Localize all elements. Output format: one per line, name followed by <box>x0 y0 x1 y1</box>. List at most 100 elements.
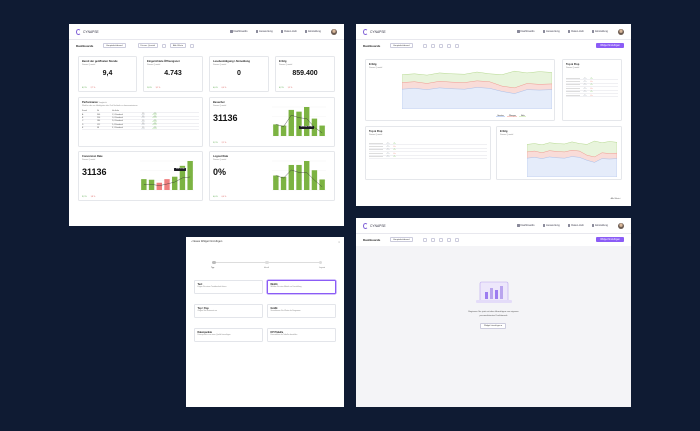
dashboard-select[interactable]: Hauptdashboard <box>390 236 413 243</box>
step-dot-2[interactable] <box>265 260 269 264</box>
chart-icon <box>542 30 546 33</box>
step-dot-1[interactable] <box>212 260 216 264</box>
filter-select[interactable]: Alle Werte <box>170 42 187 49</box>
bar <box>273 124 279 136</box>
table-row[interactable]: — + <box>566 84 618 88</box>
dashboard-select[interactable]: Hauptdashboard <box>103 42 126 49</box>
trend-chip: + <box>589 91 593 93</box>
share-icon[interactable] <box>438 237 443 242</box>
period-select[interactable]: Dieses Quartal <box>137 42 158 49</box>
area-chart-success[interactable] <box>402 65 552 109</box>
delete-icon[interactable] <box>454 237 459 242</box>
dashboard-select[interactable]: Hauptdashboard <box>390 42 413 49</box>
widget-option-top-flop[interactable]: Top / Flop Zeigen Sie Bestwerte an <box>194 304 263 318</box>
avatar[interactable] <box>618 222 624 229</box>
card-title: Logout Rate <box>213 155 229 158</box>
area-chart-success-2[interactable] <box>527 133 617 177</box>
kpi-card-2[interactable]: Eingerichtete Öffnungsnet Dieses Quartal… <box>143 56 203 92</box>
show-all-link[interactable]: Alle Werte › <box>610 198 621 200</box>
nav-item-daten-hub[interactable]: Daten-Hub <box>280 30 297 33</box>
nav-item-daten-hub[interactable]: Daten-Hub <box>567 224 584 227</box>
card-title: Besucher <box>213 101 225 104</box>
nav-item-dashboards[interactable]: Dashboards <box>517 224 535 227</box>
app-logo[interactable]: CYNAPSE <box>76 28 99 35</box>
table-row[interactable]: — − <box>566 80 618 84</box>
row-label <box>369 156 383 158</box>
table-row[interactable]: E 98 3,1 Standard 1,5 +2% <box>82 127 199 131</box>
add-icon[interactable] <box>190 43 195 48</box>
bar-chart-visitors[interactable] <box>268 103 330 141</box>
edit-icon[interactable] <box>422 237 427 242</box>
table-row[interactable]: — + <box>566 91 618 94</box>
edit-icon[interactable] <box>422 43 427 48</box>
row-label <box>566 91 580 93</box>
trend-chip: − <box>589 81 593 83</box>
table-row[interactable]: D 122 2,4 Standard 1,5 +2% <box>82 124 199 127</box>
value-chip: — <box>583 91 587 93</box>
copy-icon[interactable] <box>430 43 435 48</box>
card-subtitle: Dieses Quartal <box>82 159 96 161</box>
table-row[interactable]: — − <box>369 152 487 156</box>
table-row[interactable]: — − <box>566 87 618 91</box>
close-icon[interactable]: × <box>338 240 340 244</box>
settings-icon[interactable] <box>446 237 451 242</box>
widget-option-kpi-table[interactable]: KPI Tabelle Kennzahlen als Tabelle darste… <box>267 328 336 342</box>
table-row[interactable]: — − <box>566 94 618 98</box>
card-description: Welche der am Häufigsten der Zeit Verläu… <box>82 105 138 107</box>
widget-option-metric[interactable]: Metrik Wählen Sie eine Metrik zur Darstel… <box>267 280 336 294</box>
empty-add-widget-button[interactable]: Widget hinzufügen ▾ <box>480 323 507 329</box>
table-row[interactable]: — + <box>566 77 618 81</box>
table-row[interactable]: — + <box>369 142 487 146</box>
widget-option-datapoints[interactable]: Datenpunkte Datenpunkte aus einer Quelle … <box>194 328 263 342</box>
kpi-title: Erfolg <box>279 60 287 63</box>
table-cell: 122 <box>97 123 101 126</box>
settings-icon[interactable] <box>446 43 451 48</box>
widget-option-text[interactable]: Text Fügen Sie einen Textabschnitt hinzu <box>194 280 263 294</box>
table-cell: A <box>82 113 84 116</box>
add-widget-button[interactable]: Widget hinzufügen <box>596 42 624 49</box>
table-row[interactable]: — − <box>369 145 487 149</box>
bar-chart-logout[interactable] <box>268 157 330 195</box>
add-widget-button[interactable]: Widget hinzufügen <box>596 236 624 243</box>
nav-item-auswertung[interactable]: Auswertung <box>255 30 273 33</box>
nav-item-dashboards[interactable]: Dashboards <box>517 30 535 33</box>
trend-chip: − <box>392 146 396 148</box>
row-label <box>566 84 580 86</box>
nav-item-dashboards[interactable]: Dashboards <box>230 30 248 33</box>
kpi-card-3[interactable]: Lesebestätigung / Abmeldung Dieses Quart… <box>209 56 269 92</box>
delete-icon[interactable] <box>454 43 459 48</box>
bar-chart-card-logout: Logout Rate Dieses Quartal 0% 0,0 % 0,0 % <box>209 151 335 201</box>
kpi-card-1[interactable]: Bereit der geöffneten Stunde Dieses Quar… <box>78 56 137 92</box>
nav-item-einstellung[interactable]: Einstellung <box>591 30 608 33</box>
table-row[interactable]: — + <box>369 156 487 159</box>
avatar[interactable] <box>618 28 624 35</box>
nav-item-auswertung[interactable]: Auswertung <box>542 30 560 33</box>
row-label <box>566 81 580 83</box>
nav-item-daten-hub[interactable]: Daten-Hub <box>567 30 584 33</box>
widget-option-chart[interactable]: Grafik Visualisieren Sie Werte als Diagra… <box>267 304 336 318</box>
nav-item-auswertung[interactable]: Auswertung <box>542 224 560 227</box>
main-nav: Dashboards Auswertung Daten-Hub Einstell… <box>230 30 321 33</box>
table-cell: 2,4 Standard <box>112 123 123 126</box>
table-row[interactable]: A 346 1,5 Standard 1,5 +2% <box>82 113 199 117</box>
table-row[interactable]: — + <box>369 149 487 153</box>
table-row[interactable]: B 256 1,6 Standard 1,5 +2% <box>82 117 199 121</box>
copy-icon[interactable] <box>430 237 435 242</box>
table-cell: Verläufe <box>112 110 119 113</box>
kpi-footer: 6,2 % 2,7 % <box>82 87 96 89</box>
table-row[interactable]: C 184 2,0 Standard 1,5 +2% <box>82 120 199 124</box>
calendar-icon[interactable] <box>162 43 166 48</box>
add-widget-modal: ‹ Neues Widget hinzufügen × Typ Inhalt L… <box>186 237 344 407</box>
step-dot-3[interactable] <box>318 260 322 264</box>
avatar[interactable] <box>331 28 337 35</box>
nav-item-einstellung[interactable]: Einstellung <box>304 30 321 33</box>
kpi-card-4[interactable]: Erfolg Dieses Quartal 859.400 4,2 % 1,5 % <box>275 56 335 92</box>
app-logo[interactable]: CYNAPSE <box>363 28 386 35</box>
share-icon[interactable] <box>438 43 443 48</box>
area-series <box>527 156 617 177</box>
dashboard-icon <box>517 30 520 33</box>
bar-chart-conversion[interactable] <box>136 157 198 195</box>
trend-chip: − <box>589 94 593 96</box>
nav-item-einstellung[interactable]: Einstellung <box>591 224 608 227</box>
app-logo[interactable]: CYNAPSE <box>363 222 386 229</box>
